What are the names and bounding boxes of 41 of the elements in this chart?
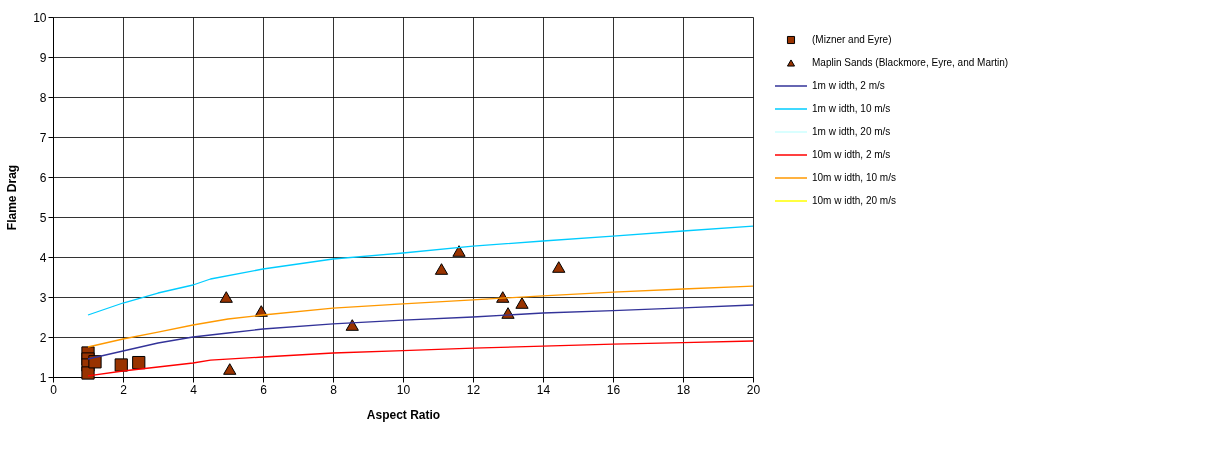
point [219, 291, 233, 303]
x-tick-label: 6 [260, 382, 268, 397]
x-tick-label: 2 [120, 382, 128, 397]
point [114, 358, 128, 372]
legend-label: 10m w idth, 10 m/s [812, 172, 896, 183]
y-tick-label: 4 [39, 250, 47, 265]
x-tick-label: 4 [190, 382, 198, 397]
y-tick-label: 3 [39, 290, 47, 305]
x-tick-label: 0 [50, 382, 58, 397]
y-tick-label: 9 [39, 50, 47, 65]
legend-label: 10m w idth, 2 m/s [812, 149, 891, 160]
x-tick-label: 16 [606, 382, 621, 397]
legend-label: 1m w idth, 2 m/s [812, 80, 885, 91]
point [345, 319, 359, 331]
x-tick-label: 8 [330, 382, 338, 397]
y-tick-label: 1 [39, 370, 47, 385]
point [132, 355, 146, 370]
point [223, 363, 237, 375]
y-tick-label: 2 [39, 330, 47, 345]
x-tick-label: 10 [396, 382, 411, 397]
line-series [87, 225, 754, 316]
legend-label: 1m w idth, 10 m/s [812, 103, 891, 114]
y-tick-label: 6 [39, 170, 47, 185]
legend-label: 1m w idth, 20 m/s [812, 126, 891, 137]
x-axis-title: Aspect Ratio [366, 407, 441, 422]
legend-label: 10m w idth, 20 m/s [812, 195, 896, 206]
x-tick-label: 20 [746, 382, 761, 397]
y-tick-label: 8 [39, 90, 47, 105]
y-tick-label: 7 [39, 130, 47, 145]
point [434, 263, 449, 275]
point [552, 261, 566, 273]
y-tick-label: 10 [33, 10, 47, 25]
point [452, 245, 466, 257]
legend-label: Maplin Sands (Blackmore, Eyre, and Martin) [812, 57, 1009, 68]
legend-label: (Mizner and Eyre) [812, 34, 892, 45]
x-tick-label: 12 [466, 382, 481, 397]
x-tick-label: 14 [536, 382, 551, 397]
x-tick-label: 18 [676, 382, 691, 397]
y-axis-title: Flame Drag [5, 164, 20, 231]
point [515, 297, 529, 309]
y-tick-label: 5 [39, 210, 47, 225]
